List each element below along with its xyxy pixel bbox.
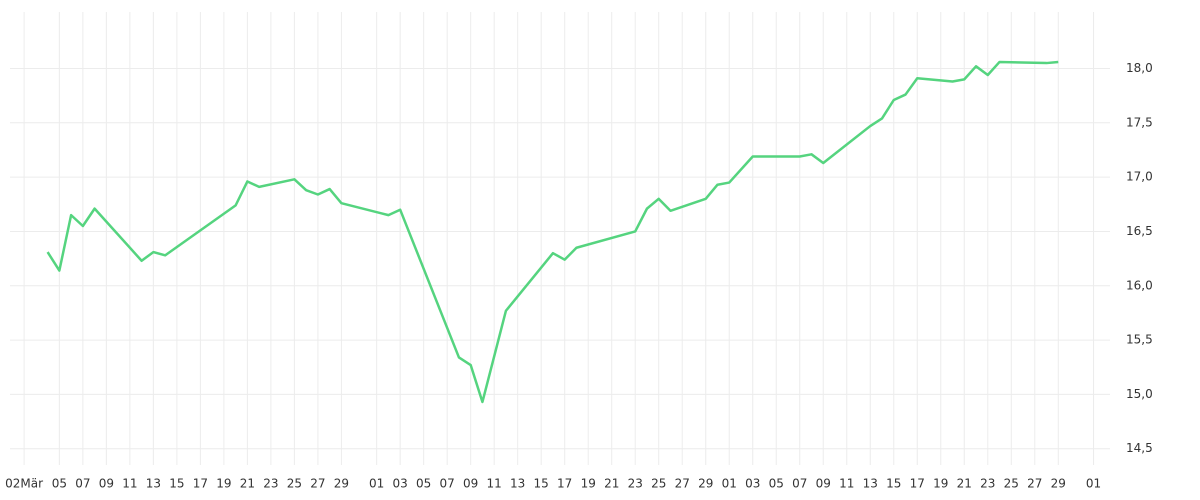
x-tick-label: 19 bbox=[933, 477, 948, 491]
x-tick-label: 17 bbox=[557, 477, 572, 491]
x-tick-label: 07 bbox=[792, 477, 807, 491]
x-tick-label: 25 bbox=[287, 477, 302, 491]
x-tick-label: 05 bbox=[52, 477, 67, 491]
x-tick-label: 01 bbox=[369, 477, 384, 491]
x-tick-label: 29 bbox=[1051, 477, 1066, 491]
x-tick-label: 15 bbox=[534, 477, 549, 491]
x-tick-label: 05 bbox=[416, 477, 431, 491]
x-tick-label: 25 bbox=[1004, 477, 1019, 491]
y-tick-label: 17,0 bbox=[1126, 170, 1153, 184]
x-tick-label: 17 bbox=[193, 477, 208, 491]
x-tick-label: 05 bbox=[769, 477, 784, 491]
y-tick-label: 14,5 bbox=[1126, 441, 1153, 455]
y-tick-label: 16,0 bbox=[1126, 278, 1153, 292]
x-tick-label: 09 bbox=[99, 477, 114, 491]
x-tick-label: 27 bbox=[675, 477, 690, 491]
x-tick-label: 01 bbox=[1086, 477, 1101, 491]
x-tick-label: 13 bbox=[863, 477, 878, 491]
x-tick-label: 15 bbox=[886, 477, 901, 491]
x-tick-label: 25 bbox=[651, 477, 666, 491]
x-tick-label: 07 bbox=[440, 477, 455, 491]
x-tick-label: 19 bbox=[216, 477, 231, 491]
y-tick-label: 18,0 bbox=[1126, 61, 1153, 75]
y-tick-label: 16,5 bbox=[1126, 224, 1153, 238]
line-series bbox=[46, 60, 1059, 404]
x-tick-label: 19 bbox=[581, 477, 596, 491]
x-tick-label: 03 bbox=[745, 477, 760, 491]
x-tick-label: 09 bbox=[463, 477, 478, 491]
x-tick-label: 29 bbox=[334, 477, 349, 491]
x-tick-label: 23 bbox=[628, 477, 643, 491]
x-tick-label: 23 bbox=[980, 477, 995, 491]
x-tick-label: 11 bbox=[487, 477, 502, 491]
x-tick-label: 02Mär bbox=[5, 477, 43, 491]
x-tick-label: 07 bbox=[75, 477, 90, 491]
x-tick-label: 21 bbox=[604, 477, 619, 491]
x-tick-label: 15 bbox=[169, 477, 184, 491]
y-tick-label: 15,5 bbox=[1126, 333, 1153, 347]
x-tick-label: 27 bbox=[310, 477, 325, 491]
x-tick-label: 03 bbox=[393, 477, 408, 491]
x-tick-label: 13 bbox=[146, 477, 161, 491]
x-tick-label: 29 bbox=[698, 477, 713, 491]
x-tick-label: 01 bbox=[722, 477, 737, 491]
x-tick-label: 13 bbox=[510, 477, 525, 491]
x-tick-label: 09 bbox=[816, 477, 831, 491]
x-tick-label: 21 bbox=[957, 477, 972, 491]
x-tick-label: 17 bbox=[910, 477, 925, 491]
x-tick-label: 11 bbox=[839, 477, 854, 491]
x-tick-label: 21 bbox=[240, 477, 255, 491]
x-tick-label: 23 bbox=[263, 477, 278, 491]
y-tick-label: 17,5 bbox=[1126, 115, 1153, 129]
x-tick-label: 27 bbox=[1027, 477, 1042, 491]
y-tick-label: 15,0 bbox=[1126, 387, 1153, 401]
x-tick-label: 11 bbox=[122, 477, 137, 491]
